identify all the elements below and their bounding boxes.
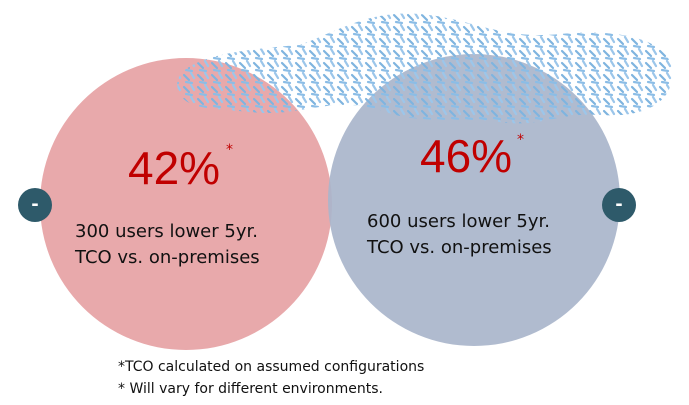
right-line: 600 users lower 5yr. xyxy=(367,211,550,232)
left-figure: 42% xyxy=(128,142,220,194)
button-circle[interactable] xyxy=(602,188,636,222)
right-mark: * xyxy=(517,132,524,148)
pattern-blob xyxy=(177,13,673,124)
footnote: * Will vary for different environments. xyxy=(118,381,383,397)
left-line: 300 users lower 5yr. xyxy=(75,221,258,242)
minus-button[interactable]: - xyxy=(18,188,52,222)
button-label[interactable]: - xyxy=(31,194,38,215)
left-mark: * xyxy=(226,142,233,158)
right-circle xyxy=(328,54,620,346)
right-line: TCO vs. on-premises xyxy=(366,237,552,258)
right-figure: 46% xyxy=(420,130,512,182)
left-circle xyxy=(40,58,332,350)
left-line: TCO vs. on-premises xyxy=(74,247,260,268)
minus-button[interactable]: - xyxy=(602,188,636,222)
button-label[interactable]: - xyxy=(615,194,622,215)
footnote: *TCO calculated on assumed configuration… xyxy=(118,359,424,375)
button-circle[interactable] xyxy=(18,188,52,222)
